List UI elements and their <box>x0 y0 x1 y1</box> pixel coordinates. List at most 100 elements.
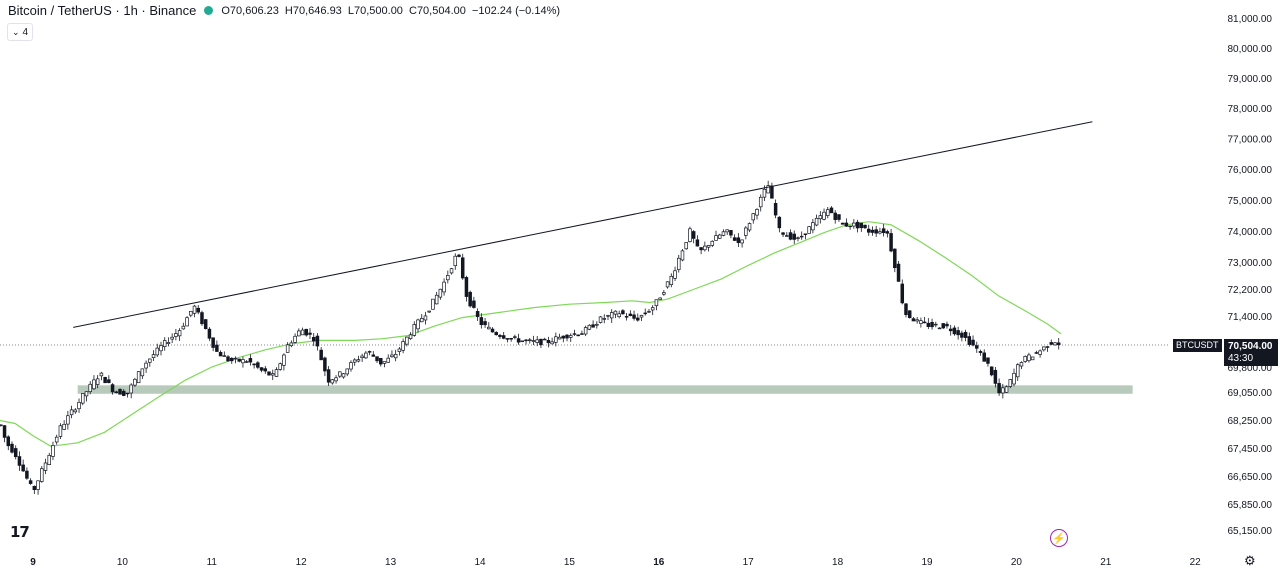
candle-body <box>624 316 629 318</box>
time-axis[interactable]: 9 10 11 12 13 14 15 16 17 18 19 20 21 22 <box>30 557 1201 568</box>
candle-body <box>241 359 245 364</box>
candle-body <box>174 333 178 337</box>
candle-body <box>338 371 342 377</box>
candle-body <box>62 423 66 430</box>
candle-body <box>807 226 811 234</box>
indicators-toggle[interactable]: ⌄ 4 <box>7 23 34 41</box>
candle-body <box>263 368 268 372</box>
close-value: C70,504.00 <box>409 4 466 17</box>
candle-body <box>717 234 722 239</box>
candle-body <box>628 313 633 316</box>
lightning-icon[interactable]: ⚡ <box>1050 529 1068 547</box>
candle-body <box>434 294 439 305</box>
candle-body <box>710 240 715 246</box>
candle-body <box>107 379 111 383</box>
candle-body <box>1049 342 1054 345</box>
candle-body <box>278 363 282 370</box>
candle-body <box>505 338 510 340</box>
candle-body <box>617 313 621 318</box>
trendline-layer[interactable] <box>73 121 1093 328</box>
candle-body <box>189 310 193 316</box>
candle-body <box>1027 354 1031 362</box>
candle-body <box>844 222 849 227</box>
candle-body <box>66 415 70 425</box>
candle-body <box>896 263 901 282</box>
candle-body <box>334 377 338 382</box>
candle-body <box>907 310 912 319</box>
candle-body <box>341 373 346 378</box>
candle-body <box>148 358 152 363</box>
candle-body <box>412 324 417 336</box>
candle-body <box>684 242 688 250</box>
time-tick-label: 9 <box>30 557 36 568</box>
candle-body <box>393 353 398 359</box>
time-tick-label: 15 <box>564 557 576 568</box>
price-tick-label: 80,000.00 <box>1228 44 1273 55</box>
candle-body <box>822 211 826 220</box>
candle-body <box>36 480 40 490</box>
candle-body <box>799 235 804 238</box>
candle-body <box>770 185 774 199</box>
time-tick-label: 19 <box>921 557 933 568</box>
candle-body <box>326 369 331 383</box>
candle-body <box>237 358 241 362</box>
candle-body <box>580 333 584 335</box>
candle-body <box>740 239 744 244</box>
moving-average-line <box>0 221 1062 447</box>
tradingview-logo[interactable]: 17 <box>10 523 30 541</box>
candle-body <box>293 335 297 343</box>
candle-body <box>13 448 18 458</box>
candle-body <box>203 319 208 330</box>
symbol-legend: Bitcoin / TetherUS · 1h · Binance O70,60… <box>8 3 563 18</box>
candle-body <box>88 383 92 392</box>
candle-body <box>777 216 782 229</box>
last-price-label: 70,504.00 43:30 <box>1224 339 1278 366</box>
candle-body <box>196 307 200 313</box>
price-tick-label: 79,000.00 <box>1228 74 1273 85</box>
candle-body <box>528 339 532 341</box>
time-tick-label: 16 <box>653 557 665 568</box>
candle-body <box>43 462 48 471</box>
symbol-title[interactable]: Bitcoin / TetherUS · 1h · Binance <box>8 3 197 18</box>
candle-body <box>442 281 446 293</box>
candle-body <box>1034 352 1039 354</box>
candle-body <box>319 349 323 361</box>
price-axis[interactable]: 81,000.00 80,000.00 79,000.00 78,000.00 77,0… <box>1228 14 1273 537</box>
candle-body <box>6 436 11 447</box>
candle-body <box>773 203 778 216</box>
candle-body <box>375 356 379 362</box>
candle-body <box>95 378 100 385</box>
price-tick-label: 81,000.00 <box>1228 14 1273 25</box>
candle-body <box>554 336 558 343</box>
price-tick-label: 75,000.00 <box>1228 196 1273 207</box>
candle-body <box>893 248 897 269</box>
gear-icon[interactable]: ⚙ <box>1244 553 1256 568</box>
candle-body <box>215 344 219 352</box>
candle-body <box>531 340 536 342</box>
candle-body <box>1045 346 1050 348</box>
candle-body <box>397 348 402 352</box>
candle-body <box>349 362 353 370</box>
candle-body <box>568 335 573 338</box>
candle-body <box>989 366 994 376</box>
candle-body <box>192 305 197 314</box>
candle-body <box>0 424 3 427</box>
candle-body <box>829 207 834 214</box>
candle-body <box>498 334 502 337</box>
candle-body <box>323 357 327 372</box>
candle-body <box>550 341 554 345</box>
candle-body <box>151 354 156 359</box>
candle-body <box>520 340 525 343</box>
candle-body <box>259 367 264 371</box>
price-tick-label: 65,850.00 <box>1228 500 1273 511</box>
candle-body <box>993 369 998 384</box>
candle-body <box>21 464 25 472</box>
candle-body <box>967 336 972 345</box>
candle-body <box>233 357 238 360</box>
candle-body <box>904 303 908 315</box>
candle-body <box>133 378 137 386</box>
candle-body <box>84 391 89 397</box>
candle-body <box>870 229 875 233</box>
candle-body <box>874 229 878 234</box>
